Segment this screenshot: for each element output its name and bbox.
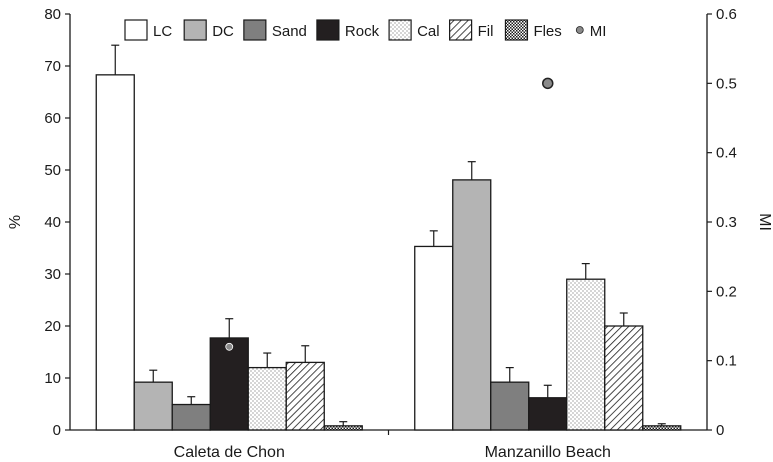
y2-tick-label: 0	[716, 422, 724, 439]
y-tick-label: 30	[44, 266, 61, 283]
bar-cal-caleta-de-chon	[247, 366, 287, 431]
mi-point-manzanillo-beach	[542, 77, 554, 90]
legend-label-fil: Fil	[478, 23, 494, 40]
mi-points	[225, 77, 554, 351]
bar-sand-caleta-de-chon	[171, 403, 211, 431]
y2-axis-label: MI	[756, 213, 773, 231]
legend-swatch-rock	[316, 19, 340, 41]
y-tick-label: 80	[44, 6, 61, 23]
bar-rock-manzanillo-beach	[528, 397, 568, 431]
legend-label-rock: Rock	[345, 23, 380, 40]
bar-dc-caleta-de-chon	[133, 381, 173, 431]
legend-swatch-mi	[575, 26, 584, 34]
legend-swatch-fil	[449, 19, 473, 41]
y-tick-label: 70	[44, 58, 61, 75]
legend-swatch-lc	[124, 19, 148, 41]
mi-point-caleta-de-chon	[225, 342, 234, 351]
x-tick-label: Caleta de Chon	[174, 444, 285, 461]
y-tick-label: 0	[53, 422, 61, 439]
bar-fil-caleta-de-chon	[285, 361, 325, 431]
y-axis-label: %	[7, 215, 24, 229]
legend-label-dc: DC	[212, 23, 234, 40]
bar-cal-manzanillo-beach	[566, 278, 606, 431]
legend-label-sand: Sand	[272, 23, 307, 40]
bar-fil-manzanillo-beach	[604, 325, 644, 431]
bar-lc-caleta-de-chon	[95, 74, 135, 431]
y-tick-label: 20	[44, 318, 61, 335]
bar-sand-manzanillo-beach	[490, 381, 530, 431]
y-tick-label: 50	[44, 162, 61, 179]
bar-rock-caleta-de-chon	[209, 337, 249, 431]
x-tick-label: Manzanillo Beach	[485, 444, 611, 461]
axes: 0 10 20 30 40 50 60 70 80 0 0.1 0.2 0.3 0.4 0.5 0.6 Cale…	[7, 6, 773, 461]
legend-label-cal: Cal	[417, 23, 440, 40]
y-tick-label: 60	[44, 110, 61, 127]
y-tick-label: 10	[44, 370, 61, 387]
bar-dc-manzanillo-beach	[452, 179, 492, 431]
y2-tick-label: 0.2	[716, 283, 737, 300]
legend-swatch-sand	[243, 19, 267, 41]
y2-tick-label: 0.4	[716, 145, 737, 162]
legend-swatch-dc	[183, 19, 207, 41]
bar-lc-manzanillo-beach	[414, 245, 454, 431]
y2-tick-label: 0.3	[716, 214, 737, 231]
bar-fles-manzanillo-beach	[642, 425, 682, 431]
legend-label-mi: MI	[590, 23, 607, 40]
y2-tick-label: 0.6	[716, 6, 737, 23]
legend-label-fles: Fles	[533, 23, 561, 40]
y2-tick-label: 0.5	[716, 75, 737, 92]
bar-fles-caleta-de-chon	[323, 425, 363, 431]
legend: LC DC Sand Rock Cal Fil Fles MI	[124, 19, 607, 41]
legend-swatch-cal	[388, 19, 412, 41]
legend-label-lc: LC	[153, 23, 172, 40]
y-tick-label: 40	[44, 214, 61, 231]
bars	[95, 44, 682, 431]
legend-swatch-fles	[504, 19, 529, 41]
y2-tick-label: 0.1	[716, 353, 737, 370]
